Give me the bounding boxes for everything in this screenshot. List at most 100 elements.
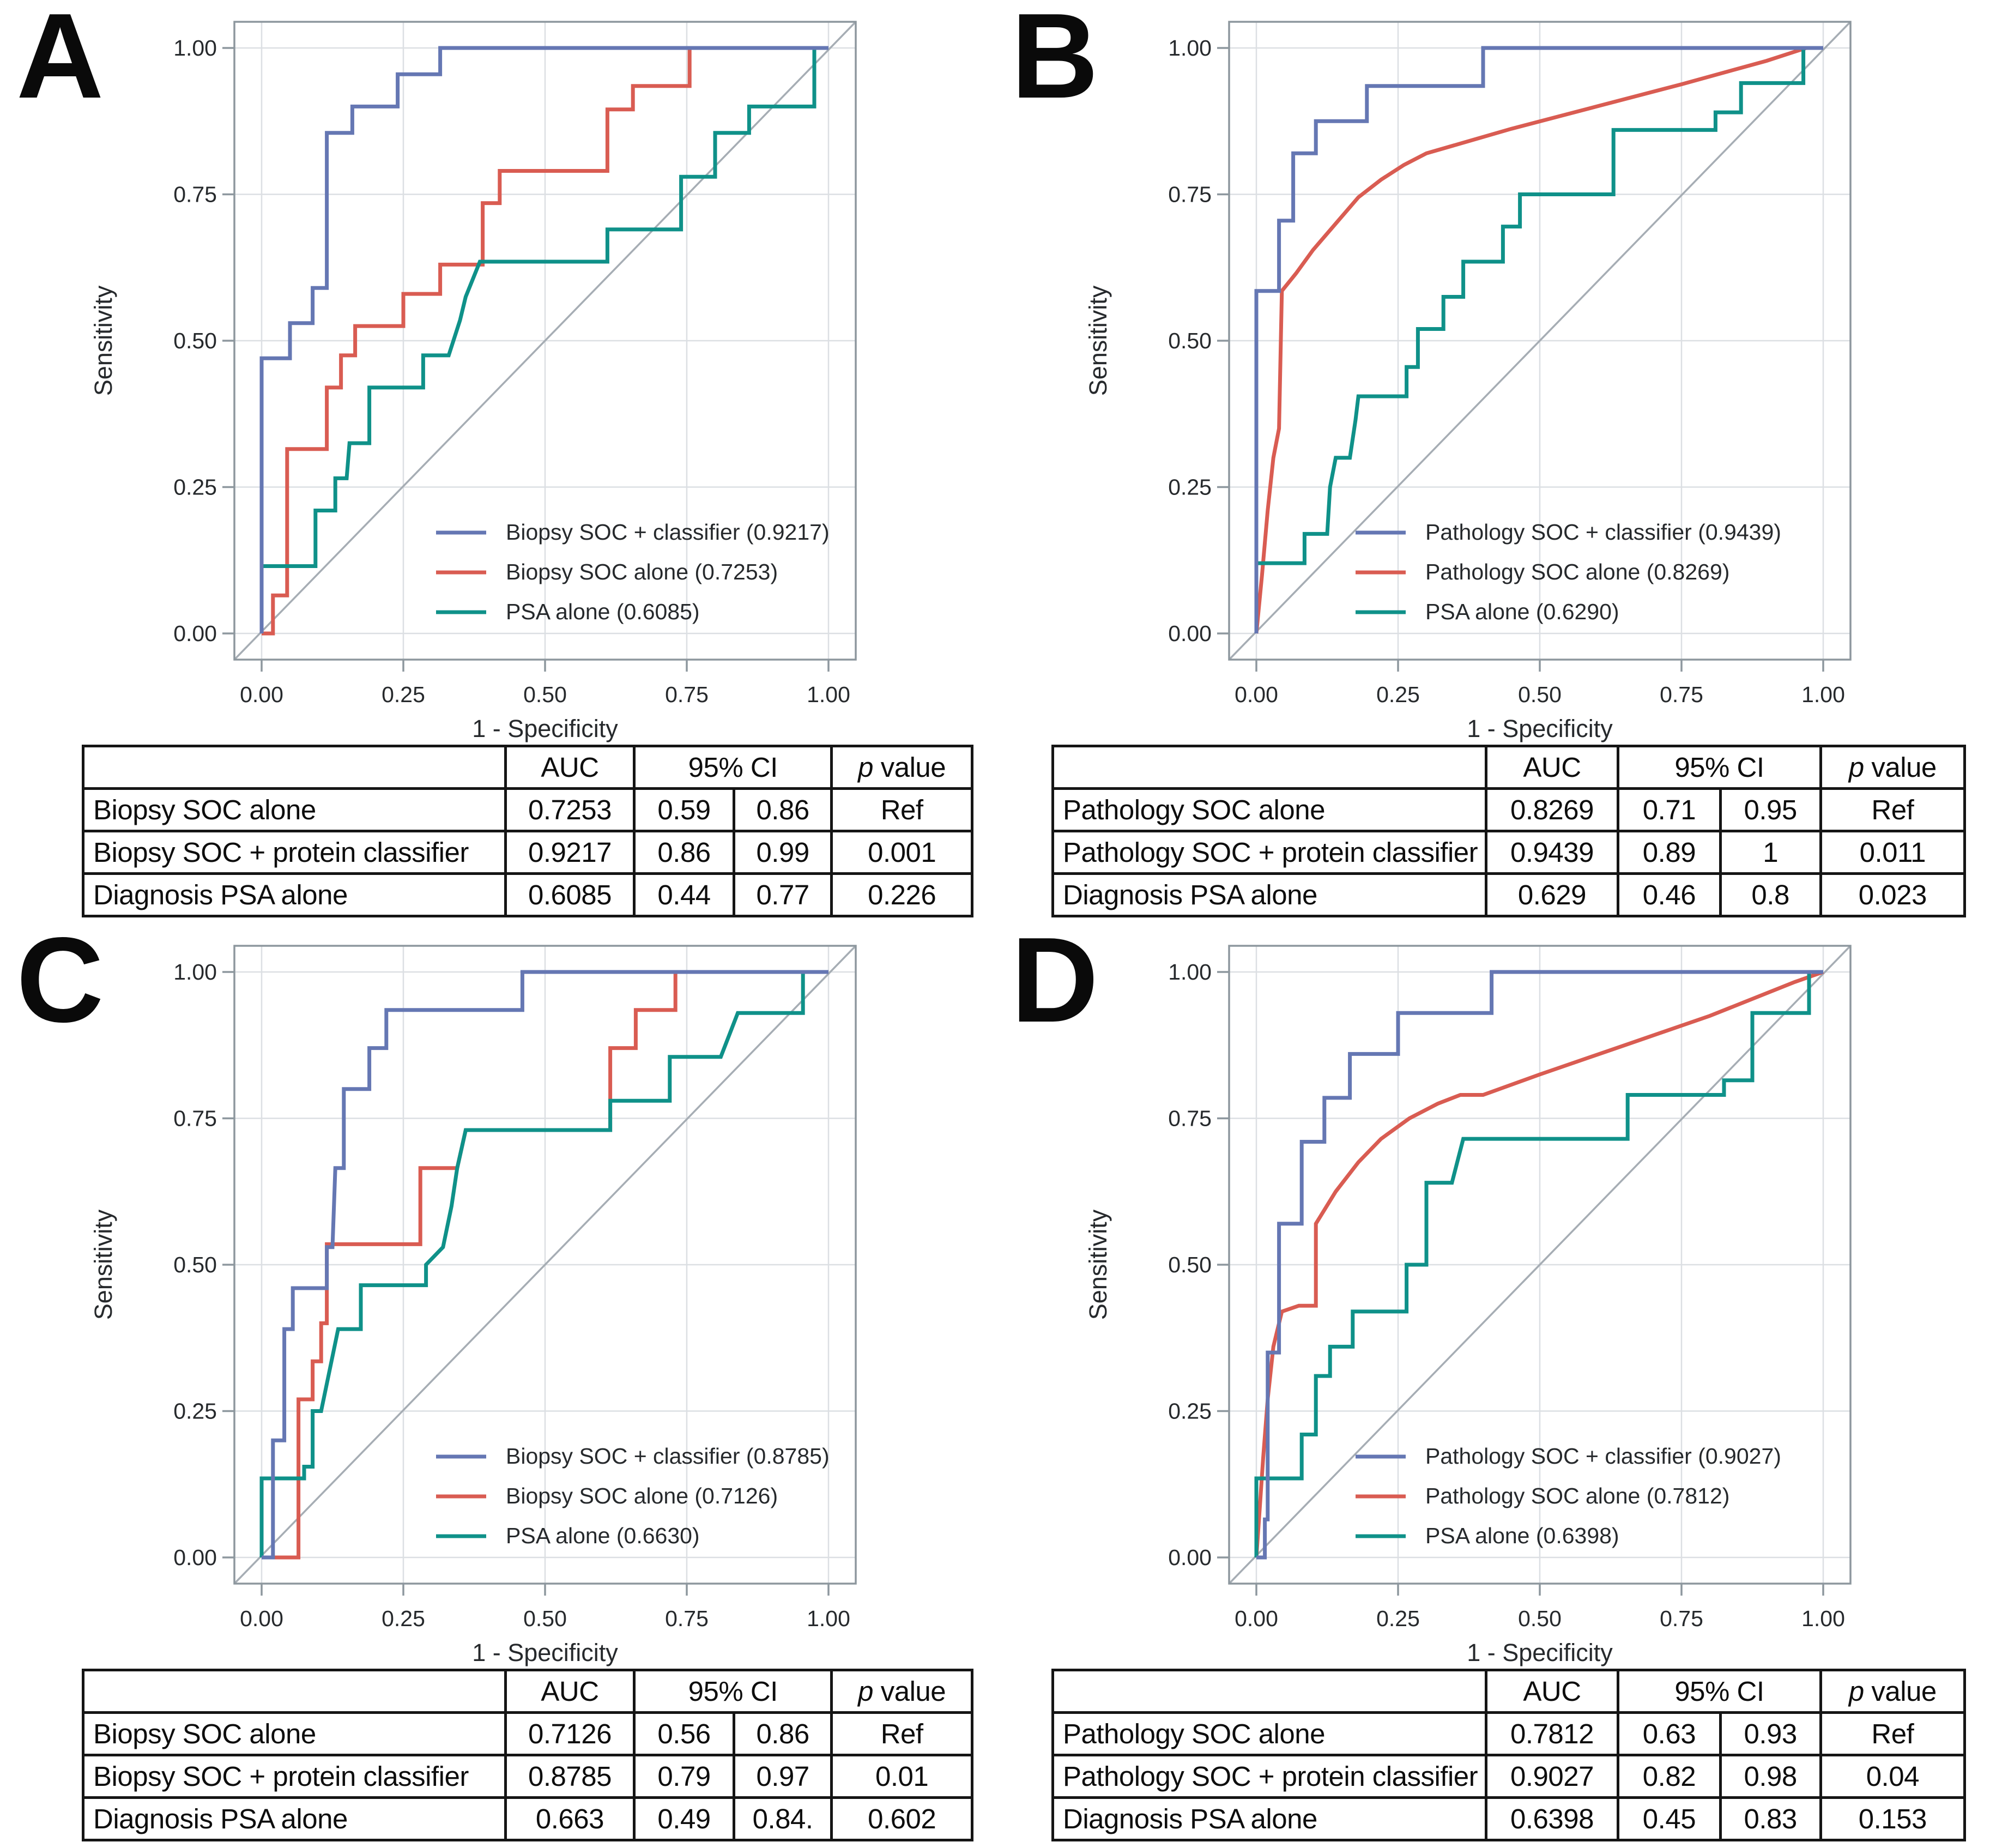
row-label: Diagnosis PSA alone — [1051, 1796, 1487, 1841]
legend-label-psa-alone: PSA alone (0.6085) — [506, 599, 700, 624]
x-tick-label: 0.75 — [1660, 1606, 1703, 1631]
table-row-pathology-soc-alone: Pathology SOC alone 0.7812 0.63 0.93 Ref — [1051, 1711, 1967, 1756]
roc-chart-B: 0.00 0.25 0.50 0.75 1.00 1.00 0.75 0.50 0.25 0.00… — [1084, 21, 1852, 742]
x-axis-title: 1 - Specificity — [1467, 715, 1613, 742]
panel-D: D 0.00 0.25 0.50 0.75 1.00 1.00 0.75 0.50 0.25 0.0… — [995, 913, 1989, 1848]
x-tick-label: 0.50 — [1518, 1606, 1562, 1631]
x-tick-label: 1.00 — [1801, 1606, 1845, 1631]
legend-label-biopsy-soc-classifier: Biopsy SOC + classifier (0.8785) — [506, 1444, 830, 1469]
ci-high-value: 0.97 — [732, 1754, 833, 1799]
psa-alone-curve — [1254, 970, 1823, 1557]
p-value: Ref — [830, 1711, 973, 1756]
biopsy-soc-alone-curve — [262, 46, 828, 636]
roc-chart-C: 0.00 0.25 0.50 0.75 1.00 1.00 0.75 0.50 0.25 0.00… — [89, 945, 857, 1666]
table-header-row: AUC 95% CI p value — [82, 745, 973, 790]
ci-high-value: 0.98 — [1719, 1754, 1822, 1799]
y-tick-label: 0.50 — [1168, 1252, 1212, 1277]
table-row-pathology-soc-protein-classifier: Pathology SOC + protein classifier 0.9439… — [1051, 830, 1967, 875]
ci-low-value: 0.82 — [1617, 1754, 1722, 1799]
x-axis-title: 1 - Specificity — [472, 715, 618, 742]
table-row-pathology-soc-protein-classifier: Pathology SOC + protein classifier 0.9027… — [1051, 1754, 1967, 1799]
p-rest: value — [1864, 752, 1937, 783]
ci-low-value: 0.79 — [633, 1754, 735, 1799]
y-tick-label: 0.25 — [1168, 475, 1212, 500]
ci-column-header: 95% CI — [633, 1669, 833, 1714]
auc-value: 0.9439 — [1484, 830, 1620, 875]
p-value-column-header: p value — [830, 745, 973, 790]
table-row-pathology-soc-alone: Pathology SOC alone 0.8269 0.71 0.95 Ref — [1051, 787, 1967, 832]
p-value: 0.226 — [830, 872, 973, 917]
x-tick-label: 0.50 — [1518, 682, 1562, 707]
pathology-soc-classifier-curve — [1254, 46, 1823, 633]
y-axis-title: Sensitivity — [1084, 285, 1112, 396]
row-label: Pathology SOC alone — [1051, 1711, 1487, 1756]
table-header-row: AUC 95% CI p value — [1051, 1669, 1967, 1714]
ci-high-value: 0.77 — [732, 872, 833, 917]
row-label: Biopsy SOC alone — [82, 787, 507, 832]
x-tick-label: 1.00 — [1801, 682, 1845, 707]
legend: Pathology SOC + classifier (0.9027) Patho… — [1356, 1444, 1781, 1548]
auc-value: 0.8269 — [1484, 787, 1620, 832]
ci-high-value: 1 — [1719, 830, 1822, 875]
legend-label-psa-alone: PSA alone (0.6290) — [1425, 599, 1619, 624]
p-value-column-header: p value — [830, 1669, 973, 1714]
legend-label-psa-alone: PSA alone (0.6398) — [1425, 1523, 1619, 1548]
y-tick-label: 0.00 — [1168, 1545, 1212, 1570]
x-tick-label: 0.50 — [523, 682, 567, 707]
y-tick-label: 0.75 — [1168, 1106, 1212, 1131]
p-value: 0.023 — [1819, 872, 1967, 917]
p-italic: p — [1848, 752, 1864, 783]
legend-label-psa-alone: PSA alone (0.6630) — [506, 1523, 700, 1548]
auc-table-C: AUC 95% CI p value Biopsy SOC alone 0.7126 0.… — [82, 1669, 973, 1841]
ci-low-value: 0.46 — [1617, 872, 1722, 917]
pathology-soc-alone-curve — [1254, 46, 1823, 634]
y-axis-title: Sensitivity — [89, 1209, 117, 1320]
diagonal-reference-line — [233, 945, 857, 1585]
x-tick-label: 0.75 — [665, 682, 709, 707]
diagonal-reference-line — [233, 21, 857, 661]
x-tick-label: 0.25 — [382, 1606, 425, 1631]
auc-table: AUC 95% CI p value Pathology SOC alone 0.826… — [1051, 745, 1967, 917]
legend: Biopsy SOC + classifier (0.9217) Biopsy S… — [436, 520, 830, 624]
x-tick-label: 0.50 — [523, 1606, 567, 1631]
y-tick-label: 1.00 — [173, 35, 217, 61]
psa-alone-curve — [259, 970, 828, 1557]
p-value: 0.04 — [1819, 1754, 1967, 1799]
x-tick-label: 1.00 — [807, 682, 850, 707]
y-axis-title: Sensitivity — [1084, 1209, 1112, 1320]
panel-letter-D: D — [1011, 913, 1098, 1048]
y-axis-title: Sensitivity — [89, 285, 117, 396]
row-label: Diagnosis PSA alone — [82, 872, 507, 917]
row-label: Diagnosis PSA alone — [1051, 872, 1487, 917]
legend-label-biopsy-soc-classifier: Biopsy SOC + classifier (0.9217) — [506, 520, 830, 545]
p-value: Ref — [830, 787, 973, 832]
y-tick-label: 0.50 — [173, 328, 217, 353]
auc-value: 0.663 — [504, 1796, 636, 1841]
p-value: Ref — [1819, 787, 1967, 832]
p-value: 0.01 — [830, 1754, 973, 1799]
panel-letter-A: A — [16, 0, 104, 124]
legend: Pathology SOC + classifier (0.9439) Patho… — [1356, 520, 1781, 624]
auc-table: AUC 95% CI p value Pathology SOC alone 0.781… — [1051, 1669, 1967, 1841]
auc-table: AUC 95% CI p value Biopsy SOC alone 0.7126 0.… — [82, 1669, 973, 1841]
y-tick-label: 0.50 — [1168, 328, 1212, 353]
auc-value: 0.629 — [1484, 872, 1620, 917]
p-value-column-header: p value — [1819, 745, 1967, 790]
auc-table-D: AUC 95% CI p value Pathology SOC alone 0.781… — [1051, 1669, 1967, 1841]
row-label: Biopsy SOC alone — [82, 1711, 507, 1756]
table-row-diagnosis-psa-alone: Diagnosis PSA alone 0.6398 0.45 0.83 0.153 — [1051, 1796, 1967, 1841]
ci-high-value: 0.84. — [732, 1796, 833, 1841]
auc-column-header: AUC — [1484, 1669, 1620, 1714]
roc-chart-A: 0.00 0.25 0.50 0.75 1.00 1.00 0.75 0.50 0.25 0.00… — [89, 21, 857, 742]
auc-table-A: AUC 95% CI p value Biopsy SOC alone 0.7253 0.… — [82, 745, 973, 917]
legend-label-pathology-soc-classifier: Pathology SOC + classifier (0.9439) — [1425, 520, 1781, 545]
auc-column-header: AUC — [504, 1669, 636, 1714]
table-row-biopsy-soc-alone: Biopsy SOC alone 0.7126 0.56 0.86 Ref — [82, 1711, 973, 1756]
legend-label-pathology-soc-classifier: Pathology SOC + classifier (0.9027) — [1425, 1444, 1781, 1469]
auc-column-header: AUC — [1484, 745, 1620, 790]
p-italic: p — [1848, 1676, 1864, 1707]
ci-low-value: 0.71 — [1617, 787, 1722, 832]
y-tick-label: 0.75 — [173, 1106, 217, 1131]
table-corner-cell — [1051, 745, 1487, 790]
p-value-column-header: p value — [1819, 1669, 1967, 1714]
